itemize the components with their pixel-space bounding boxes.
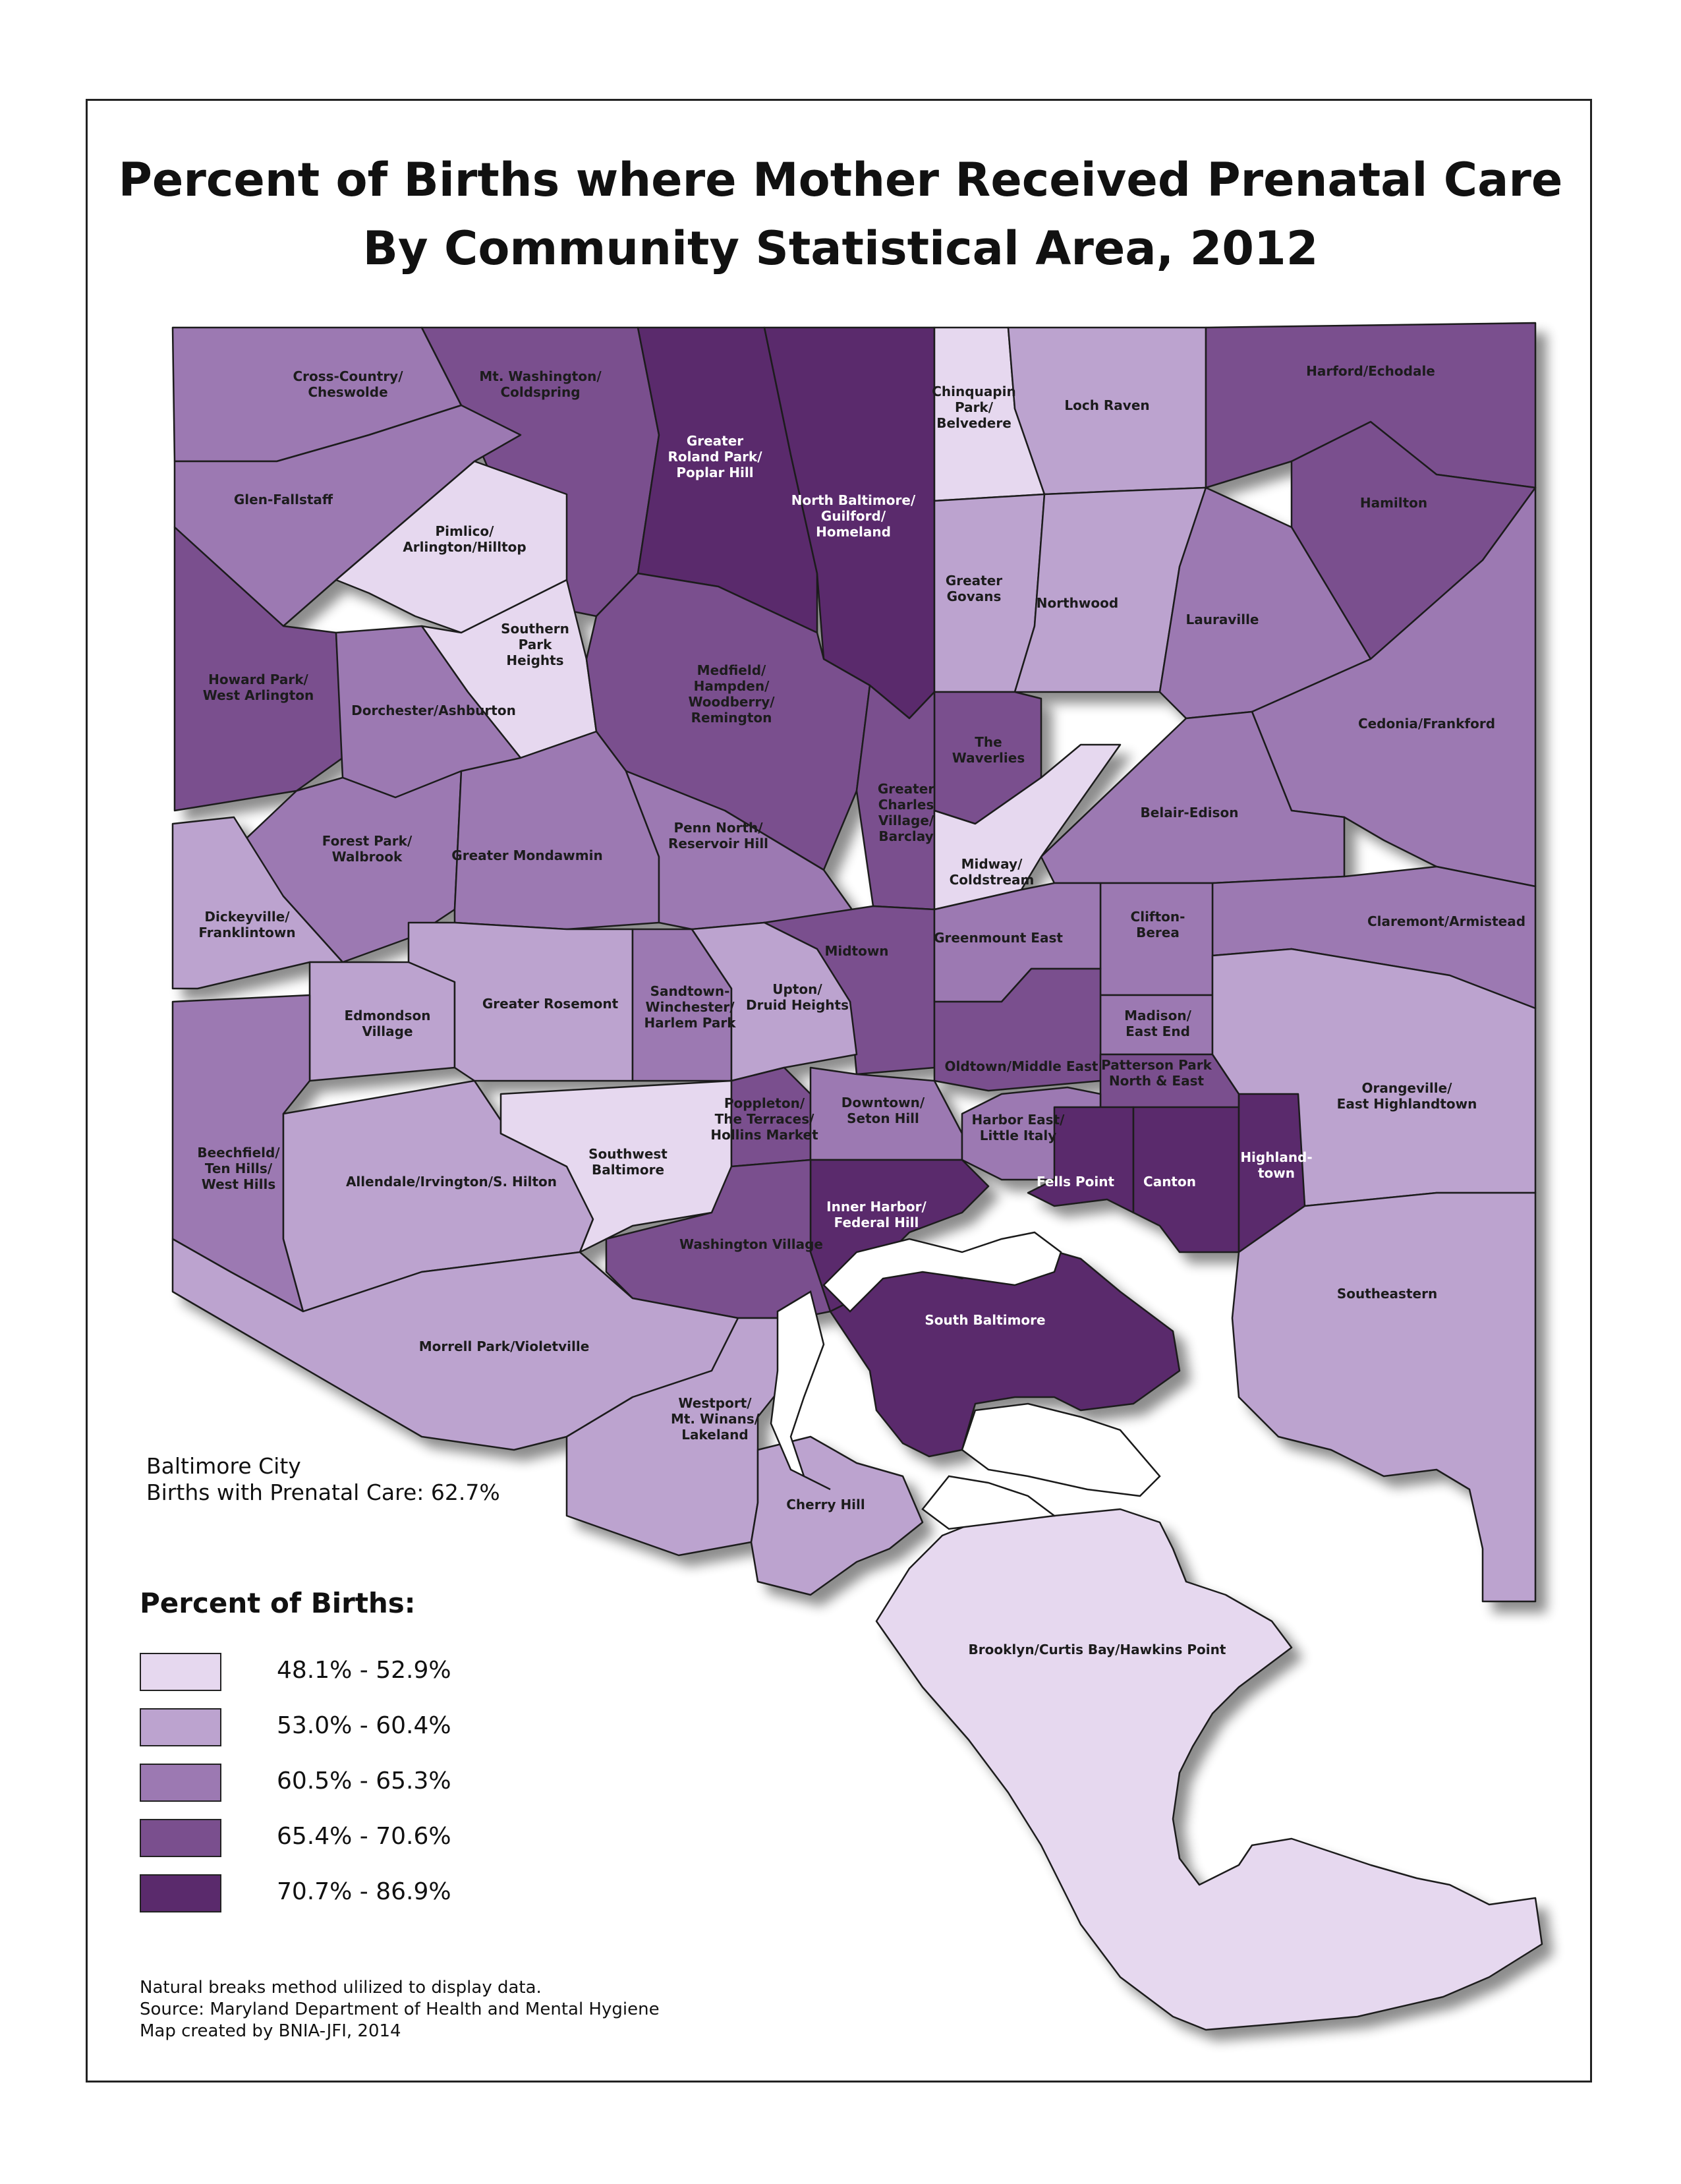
csa-label-midtown: Midtown	[824, 943, 888, 959]
csa-label-north-baltimore: North Baltimore/Guilford/Homeland	[791, 492, 916, 540]
csa-label-south-baltimore: South Baltimore	[925, 1312, 1045, 1328]
summary-value: Births with Prenatal Care: 62.7%	[146, 1480, 500, 1505]
csa-label-lauraville: Lauraville	[1185, 612, 1259, 627]
csa-brooklyn	[875, 1508, 1543, 2031]
csa-westport	[565, 1317, 799, 1557]
csa-cherry-hill	[750, 1435, 924, 1596]
csa-label-greater-rosemont: Greater Rosemont	[482, 996, 619, 1012]
csa-label-canton: Canton	[1143, 1174, 1196, 1190]
csa-label-northwood: Northwood	[1037, 595, 1118, 611]
legend-swatch	[140, 1874, 221, 1912]
csa-label-harford: Harford/Echodale	[1306, 363, 1435, 379]
csa-label-midway: Midway/Coldstream	[950, 856, 1035, 888]
csa-label-oldtown: Oldtown/Middle East	[945, 1058, 1098, 1074]
legend-swatch	[140, 1764, 221, 1802]
csa-label-beechfield: Beechfield/Ten Hills/West Hills	[197, 1145, 280, 1192]
legend-swatch	[140, 1819, 221, 1857]
csa-label-howard-park: Howard Park/West Arlington	[203, 672, 314, 703]
legend-title: Percent of Births:	[140, 1587, 416, 1619]
map-title: Percent of Births where Mother Received …	[118, 153, 1563, 207]
summary-city: Baltimore City	[146, 1453, 301, 1479]
csa-label-dickeyville: Dickeyville/Franklintown	[198, 909, 295, 940]
method-note: Natural breaks method ulilized to displa…	[140, 1978, 542, 1997]
legend-label: 53.0% - 60.4%	[277, 1712, 451, 1739]
csa-label-sandtown: Sandtown-Winchester/Harlem Park	[644, 983, 736, 1031]
csa-label-chinquapin: Chinquapin Park/Belvedere	[932, 384, 1015, 431]
csa-label-belair-edison: Belair-Edison	[1141, 805, 1239, 820]
legend-label: 48.1% - 52.9%	[277, 1657, 451, 1684]
csa-southeastern	[1231, 1192, 1537, 1603]
csa-label-poppleton: Poppleton/The Terraces/Hollins Market	[710, 1095, 818, 1143]
csa-label-madison: Madison/East End	[1124, 1008, 1191, 1039]
legend-label: 65.4% - 70.6%	[277, 1823, 451, 1850]
csa-label-harbor-east: Harbor East/Little Italy	[972, 1112, 1066, 1143]
csa-label-mt-washington: Mt. Washington/Coldspring	[479, 368, 602, 400]
csa-label-fells-point: Fells Point	[1037, 1174, 1114, 1190]
csa-label-penn-north: Penn North/Reservoir Hill	[668, 820, 768, 851]
legend-label: 70.7% - 86.9%	[277, 1878, 451, 1905]
csa-oldtown	[933, 967, 1102, 1092]
csa-label-southeastern: Southeastern	[1337, 1286, 1437, 1302]
harbor-water	[921, 1475, 1057, 1530]
csa-label-allendale: Allendale/Irvington/S. Hilton	[346, 1174, 557, 1190]
source-note: Source: Maryland Department of Health an…	[140, 1999, 660, 2019]
csa-label-medfield: Medfield/Hampden/Woodberry/Remington	[688, 662, 775, 726]
csa-label-loch-raven: Loch Raven	[1064, 397, 1149, 413]
map-frame	[86, 99, 1592, 2083]
csa-greater-rosemont	[407, 921, 634, 1082]
csa-label-upton: Upton/Druid Heights	[746, 981, 849, 1013]
legend-swatch	[140, 1653, 221, 1691]
harbor-water	[961, 1402, 1161, 1497]
csa-label-inner-harbor: Inner Harbor/Federal Hill	[826, 1199, 926, 1230]
csa-label-pimlico: Pimlico/Arlington/Hilltop	[403, 523, 526, 555]
csa-label-charles-village: Greater Charles Village/Barclay	[878, 781, 934, 844]
csa-label-washington-village: Washington Village	[679, 1236, 823, 1252]
csa-label-orangeville: Orangeville/East Highlandtown	[1337, 1080, 1477, 1112]
csa-label-cherry-hill: Cherry Hill	[786, 1497, 865, 1512]
harbor-water	[822, 1231, 1062, 1313]
csa-label-claremont: Claremont/Armistead	[1367, 913, 1525, 929]
csa-label-southwest: Southwest Baltimore	[588, 1146, 668, 1178]
csa-label-clifton: Clifton-Berea	[1131, 909, 1185, 940]
csa-label-forest-park: Forest Park/Walbrook	[322, 833, 413, 865]
csa-label-greater-mondawmin: Greater Mondawmin	[451, 848, 602, 863]
csa-label-cross-country: Cross-Country/Cheswolde	[293, 368, 403, 400]
csa-label-edmondson: Edmondson Village	[345, 1008, 431, 1039]
csa-label-westport: Westport/Mt. Winans/Lakeland	[671, 1395, 760, 1443]
csa-label-patterson-park: Patterson Park North & East	[1101, 1057, 1212, 1089]
csa-label-waverlies: The Waverlies	[952, 734, 1025, 766]
csa-label-morrell-park: Morrell Park/Violetville	[419, 1338, 590, 1354]
csa-label-roland-park: Greater Roland Park/Poplar Hill	[668, 433, 762, 480]
legend-label: 60.5% - 65.3%	[277, 1767, 451, 1795]
csa-upton	[691, 921, 858, 1082]
csa-label-greater-govans: Greater Govans	[946, 573, 1002, 604]
csa-label-hamilton: Hamilton	[1360, 495, 1427, 511]
map-notes: Natural breaks method ulilized to displa…	[140, 1977, 660, 2042]
csa-label-cedonia: Cedonia/Frankford	[1358, 716, 1495, 732]
csa-label-greenmount: Greenmount East	[934, 930, 1063, 946]
credit-note: Map created by BNIA-JFI, 2014	[140, 2021, 401, 2041]
csa-label-downtown: Downtown/Seton Hill	[841, 1095, 925, 1126]
city-summary: Baltimore City Births with Prenatal Care…	[146, 1453, 500, 1506]
csa-label-highlandtown: Highland-town	[1240, 1149, 1312, 1181]
legend-swatch	[140, 1708, 221, 1746]
map-subtitle: By Community Statistical Area, 2012	[362, 221, 1319, 275]
csa-label-glen-fallstaff: Glen-Fallstaff	[234, 492, 333, 507]
csa-label-brooklyn: Brooklyn/Curtis Bay/Hawkins Point	[969, 1642, 1226, 1657]
csa-label-dorchester: Dorchester/Ashburton	[351, 703, 516, 718]
harbor-water	[770, 1290, 831, 1491]
csa-label-southern-park: Southern Park Heights	[501, 621, 569, 668]
